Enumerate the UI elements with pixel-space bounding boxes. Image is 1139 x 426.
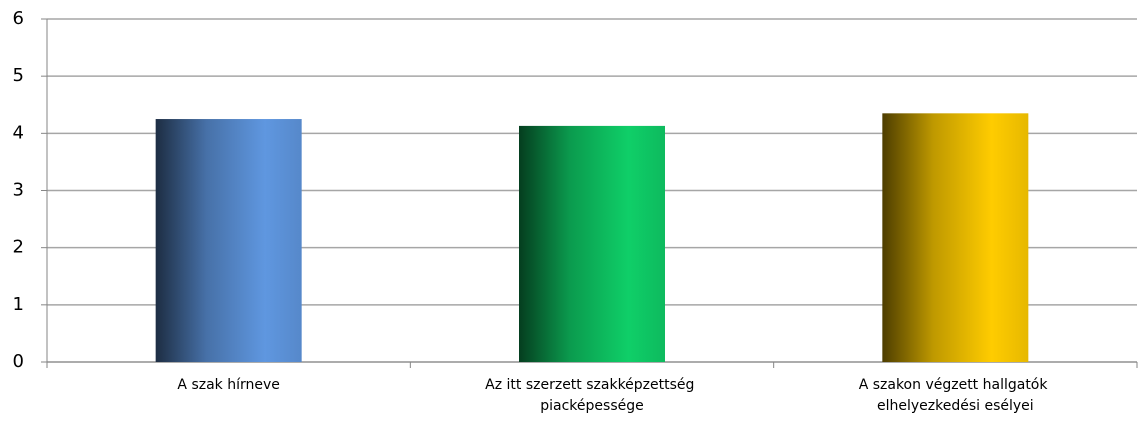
- y-tick-label: 1: [13, 294, 24, 315]
- bar: [155, 119, 302, 363]
- y-tick-label: 4: [13, 122, 24, 143]
- y-tick-label: 0: [13, 351, 24, 372]
- bar: [519, 125, 665, 362]
- x-tick-label: A szak hírneve: [177, 377, 279, 393]
- y-tick-label: 3: [13, 180, 24, 201]
- bar: [882, 113, 1029, 362]
- y-tick-label: 6: [13, 8, 24, 29]
- x-tick-label: Az itt szerzett szakképzettség piacképes…: [485, 377, 699, 414]
- y-tick-label: 2: [13, 237, 24, 258]
- y-tick-label: 5: [13, 65, 24, 86]
- x-tick-label: A szakon végzett hallgatók elhelyezkedés…: [859, 377, 1052, 414]
